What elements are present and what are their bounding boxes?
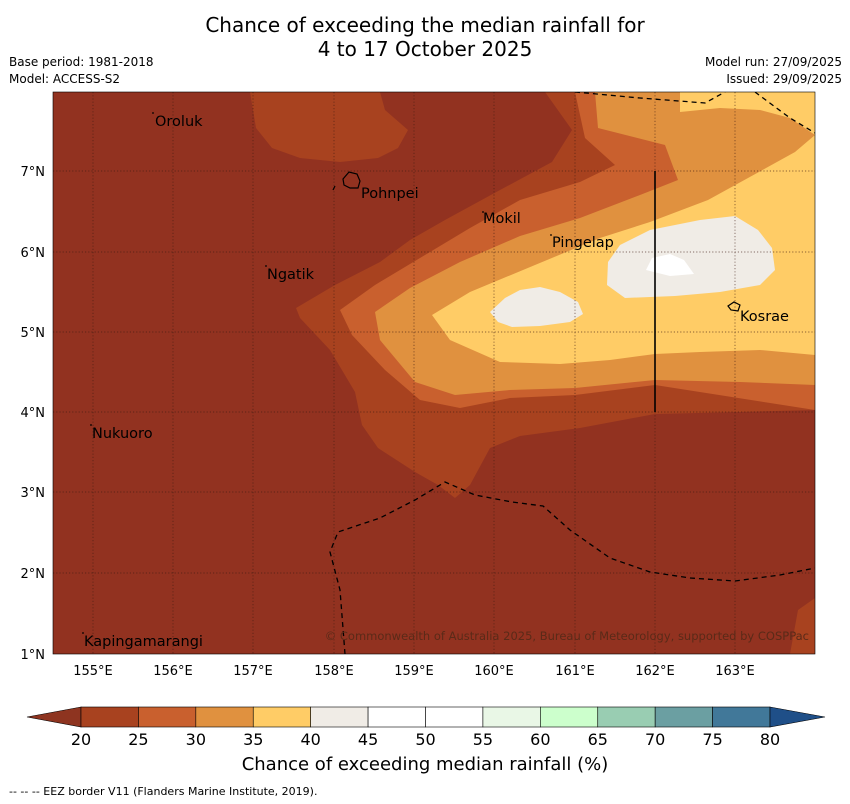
lat-tick-label: 4°N — [21, 406, 46, 421]
atoll-markers — [82, 112, 552, 634]
zone-45-50-west — [490, 287, 583, 327]
meta-right: Model run: 27/09/2025 Issued: 29/09/2025 — [705, 54, 842, 88]
zone-se-corner — [790, 598, 815, 654]
place-label-mokil: Mokil — [483, 211, 521, 227]
zone-50-55 — [646, 254, 694, 276]
lon-tick-label: 157°E — [233, 664, 273, 679]
colorbar-segment — [138, 706, 197, 728]
colorbar-tick-label: 40 — [300, 730, 320, 749]
title-line-2: 4 to 17 October 2025 — [317, 37, 533, 61]
gridlines — [53, 92, 815, 654]
lon-tick-label: 155°E — [73, 664, 113, 679]
colorbar-tick-label: 70 — [645, 730, 665, 749]
issued-date: Issued: 29/09/2025 — [726, 72, 842, 86]
lat-tick-label: 3°N — [21, 486, 46, 501]
pohnpei-island — [342, 171, 361, 189]
colorbar-segment — [482, 706, 541, 728]
place-labels: Oroluk Pohnpei Mokil Pingelap Ngatik Kosrae Nu… — [84, 114, 789, 650]
base-period: Base period: 1981-2018 — [9, 55, 154, 69]
lon-tick-label: 158°E — [314, 664, 354, 679]
colorbar-tick-label: 20 — [71, 730, 91, 749]
eez-borders — [329, 92, 815, 654]
place-label-pingelap: Pingelap — [552, 235, 614, 251]
lon-tick-label: 159°E — [394, 664, 434, 679]
colorbar-tick-label: 65 — [588, 730, 608, 749]
place-label-kosrae: Kosrae — [740, 309, 789, 325]
colorbar-under-arrow — [26, 706, 82, 728]
ant-atoll — [332, 185, 336, 191]
colorbar-tick-label: 80 — [760, 730, 780, 749]
kosrae-island — [727, 301, 741, 312]
zone-25-30-north — [250, 92, 408, 162]
longitude-ticks: 155°E 156°E 157°E 158°E 159°E 160°E 161°E 162°E… — [73, 664, 755, 679]
place-label-kapingamarangi: Kapingamarangi — [84, 634, 203, 650]
colorbar-tick-label: 60 — [530, 730, 550, 749]
chart-title: Chance of exceeding the median rainfall … — [0, 13, 850, 61]
colorbar-segment — [195, 706, 254, 728]
model-run: Model run: 27/09/2025 — [704, 55, 842, 69]
colorbar-tick-label: 35 — [243, 730, 263, 749]
latitude-ticks: 7°N 6°N 5°N 4°N 3°N 2°N 1°N — [21, 165, 46, 663]
colorbar-ticks: 20 25 30 35 40 45 50 55 60 65 70 75 80 — [71, 730, 780, 749]
colorbar — [26, 706, 826, 728]
zone-45-50-east — [607, 216, 775, 298]
colorbar-segment — [425, 706, 484, 728]
lon-tick-label: 162°E — [635, 664, 675, 679]
place-label-pohnpei: Pohnpei — [361, 186, 419, 202]
colorbar-tick-label: 75 — [702, 730, 722, 749]
colorbar-segment — [540, 706, 599, 728]
lat-tick-label: 7°N — [21, 165, 46, 180]
colorbar-label: Chance of exceeding median rainfall (%) — [241, 754, 609, 775]
colorbar-segment — [654, 706, 713, 728]
colorbar-segment — [310, 706, 369, 728]
lon-tick-label: 161°E — [555, 664, 595, 679]
lat-tick-label: 5°N — [21, 326, 46, 341]
eez-footnote: -- -- -- EEZ border V11 (Flanders Marine… — [9, 785, 318, 798]
lon-tick-label: 156°E — [153, 664, 193, 679]
colorbar-tick-label: 25 — [128, 730, 148, 749]
colorbar-tick-label: 55 — [473, 730, 493, 749]
colorbar-tick-label: 50 — [415, 730, 435, 749]
colorbar-segment — [712, 706, 771, 728]
lat-tick-label: 2°N — [21, 567, 46, 582]
colorbar-tick-label: 45 — [358, 730, 378, 749]
colorbar-over-arrow — [769, 706, 826, 728]
map-frame — [52, 91, 816, 655]
lat-tick-label: 1°N — [21, 648, 46, 663]
lon-tick-label: 160°E — [474, 664, 514, 679]
colorbar-segment — [252, 706, 311, 728]
colorbar-segment — [367, 706, 426, 728]
place-label-ngatik: Ngatik — [267, 267, 315, 283]
colorbar-tick-label: 30 — [186, 730, 206, 749]
lon-tick-label: 163°E — [715, 664, 755, 679]
lat-tick-label: 6°N — [21, 246, 46, 261]
title-line-1: Chance of exceeding the median rainfall … — [205, 13, 645, 37]
copyright-text: © Commonwealth of Australia 2025, Bureau… — [325, 629, 809, 643]
place-label-oroluk: Oroluk — [155, 114, 203, 130]
map-fill — [53, 92, 815, 654]
meta-left: Base period: 1981-2018 Model: ACCESS-S2 — [9, 54, 154, 88]
colorbar-segment — [80, 706, 139, 728]
model-name: Model: ACCESS-S2 — [9, 72, 121, 86]
colorbar-segment — [597, 706, 656, 728]
place-label-nukuoro: Nukuoro — [92, 426, 153, 442]
